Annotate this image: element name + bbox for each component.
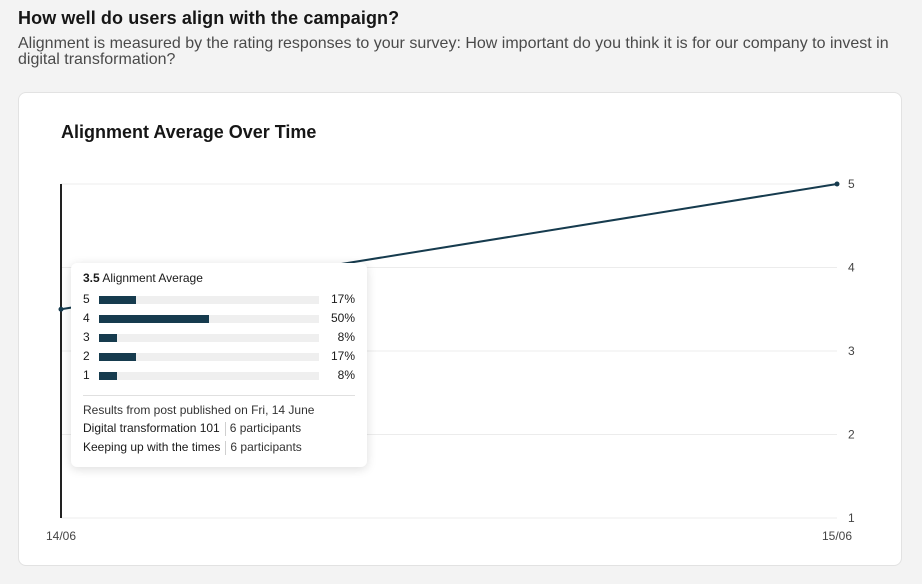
x-tick-label: 15/06	[822, 529, 852, 543]
rating-bar-fill	[99, 334, 117, 342]
rating-label: 5	[83, 292, 90, 306]
distribution-row: 3 8%	[83, 330, 355, 349]
rating-label: 4	[83, 311, 90, 325]
chart-tooltip: 3.5 Alignment Average 5 17% 4 50% 3 8% 2 17% 1 8%…	[71, 263, 367, 467]
post-row: Keeping up with the times 6 participants	[83, 440, 355, 455]
rating-bar-fill	[99, 315, 209, 323]
tooltip-label: Alignment Average	[102, 271, 203, 285]
chart-title: Alignment Average Over Time	[61, 122, 317, 142]
rating-bar-fill	[99, 296, 137, 304]
post-participants: 6 participants	[230, 439, 302, 454]
rating-bar-fill	[99, 372, 117, 380]
post-name: Keeping up with the times	[83, 439, 221, 454]
rating-bar-fill	[99, 353, 137, 361]
distribution-row: 2 17%	[83, 349, 355, 368]
post-participants: 6 participants	[229, 421, 302, 435]
post-separator	[225, 440, 227, 455]
distribution-row: 4 50%	[83, 311, 355, 330]
post-list: Digital transformation 101 6 participants…	[83, 421, 355, 455]
rating-percent: 8%	[337, 330, 355, 344]
y-tick-label: 4	[848, 261, 855, 275]
tooltip-value: 3.5	[83, 271, 100, 285]
rating-percent: 50%	[330, 311, 355, 325]
y-tick-label: 1	[848, 511, 855, 525]
rating-percent: 17%	[330, 292, 355, 306]
rating-bar-track	[99, 353, 319, 361]
data-point	[58, 306, 64, 312]
rating-label: 3	[83, 330, 90, 344]
post-row: Digital transformation 101 6 participants	[83, 421, 355, 436]
rating-bar-track	[99, 315, 319, 323]
rating-bar-track	[99, 334, 319, 342]
rating-bar-track	[99, 296, 319, 304]
distribution-row: 5 17%	[83, 292, 355, 311]
data-point	[834, 181, 840, 187]
rating-percent: 8%	[337, 368, 355, 382]
tooltip-header: 3.5 Alignment Average	[83, 271, 355, 285]
tooltip-result-text: Results from post published on Fri, 14 J…	[83, 403, 315, 417]
y-tick-label: 3	[848, 344, 855, 358]
rating-bar-track	[99, 372, 319, 380]
post-name: Digital transformation 101	[83, 421, 220, 435]
page-subtitle: Alignment is measured by the rating resp…	[18, 35, 889, 68]
x-tick-label: 14/06	[46, 529, 76, 543]
rating-distribution: 5 17% 4 50% 3 8% 2 17% 1 8%	[83, 292, 355, 387]
y-tick-label: 2	[848, 428, 855, 442]
tooltip-divider	[83, 395, 355, 396]
y-tick-label: 5	[848, 177, 855, 191]
rating-percent: 17%	[330, 349, 355, 363]
rating-label: 2	[83, 349, 90, 363]
page-title: How well do users align with the campaig…	[18, 8, 400, 28]
distribution-row: 1 8%	[83, 368, 355, 387]
post-separator	[224, 421, 226, 436]
rating-label: 1	[83, 368, 90, 382]
